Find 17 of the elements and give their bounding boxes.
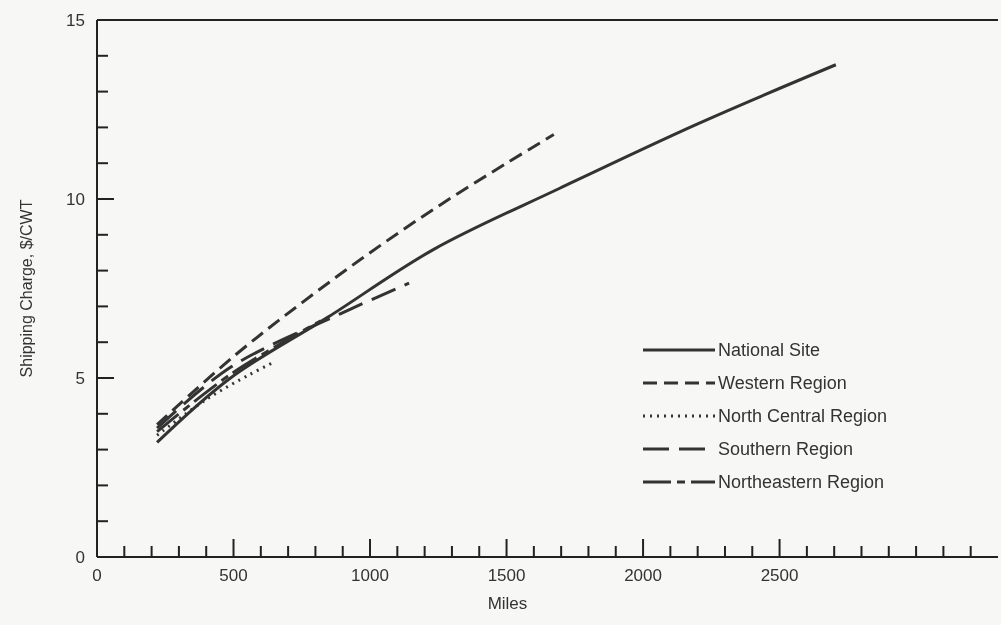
x-tick-label: 500 [219,566,248,585]
x-tick-label: 1000 [351,566,389,585]
x-tick-label: 1500 [487,566,526,585]
y-tick-label: 5 [75,369,85,388]
x-tick-label: 2500 [760,566,799,585]
legend-label: Western Region [718,373,847,393]
y-axis-title: Shipping Charge, $/CWT [18,199,35,378]
legend-label: North Central Region [718,406,888,426]
y-tick-label: 10 [66,190,85,209]
legend-label: Southern Region [718,439,854,459]
legend-label: Northeastern Region [718,472,885,492]
y-tick-label: 0 [75,548,85,567]
x-tick-label: 2000 [624,566,662,585]
x-axis-title: Miles [487,594,528,613]
y-tick-label: 15 [66,11,85,30]
x-tick-label: 0 [92,566,102,585]
legend-label: National Site [718,340,821,360]
